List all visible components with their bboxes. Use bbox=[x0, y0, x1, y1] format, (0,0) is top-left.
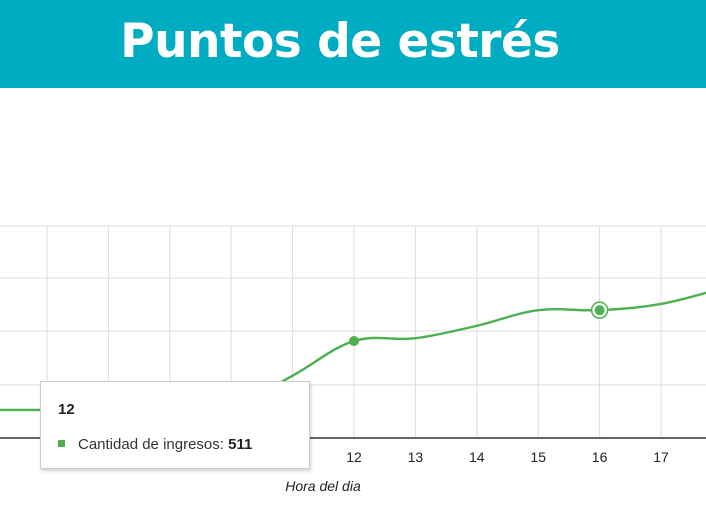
chart-tooltip: 12 Cantidad de ingresos: 511 bbox=[40, 381, 310, 469]
tooltip-value: 511 bbox=[228, 436, 253, 453]
data-point[interactable] bbox=[594, 305, 605, 316]
tooltip-title: 12 bbox=[58, 401, 75, 418]
x-tick-label: 15 bbox=[530, 449, 546, 465]
x-tick-label: 12 bbox=[346, 449, 362, 465]
x-tick-label: 14 bbox=[469, 449, 485, 465]
tooltip-row: Cantidad de ingresos: 511 bbox=[58, 436, 252, 453]
header-banner bbox=[0, 0, 706, 88]
x-axis-label: Hora del dia bbox=[285, 478, 361, 494]
page-title: Puntos de estrés bbox=[120, 14, 560, 69]
data-points bbox=[349, 301, 609, 347]
x-tick-labels: 12 13 14 15 16 17 bbox=[346, 449, 669, 465]
x-tick-label: 17 bbox=[653, 449, 669, 465]
tooltip-series-swatch bbox=[58, 440, 65, 447]
x-tick-label: 16 bbox=[592, 449, 608, 465]
tooltip-series-label: Cantidad de ingresos: bbox=[78, 436, 229, 453]
x-tick-label: 13 bbox=[408, 449, 424, 465]
data-point[interactable] bbox=[349, 336, 359, 347]
